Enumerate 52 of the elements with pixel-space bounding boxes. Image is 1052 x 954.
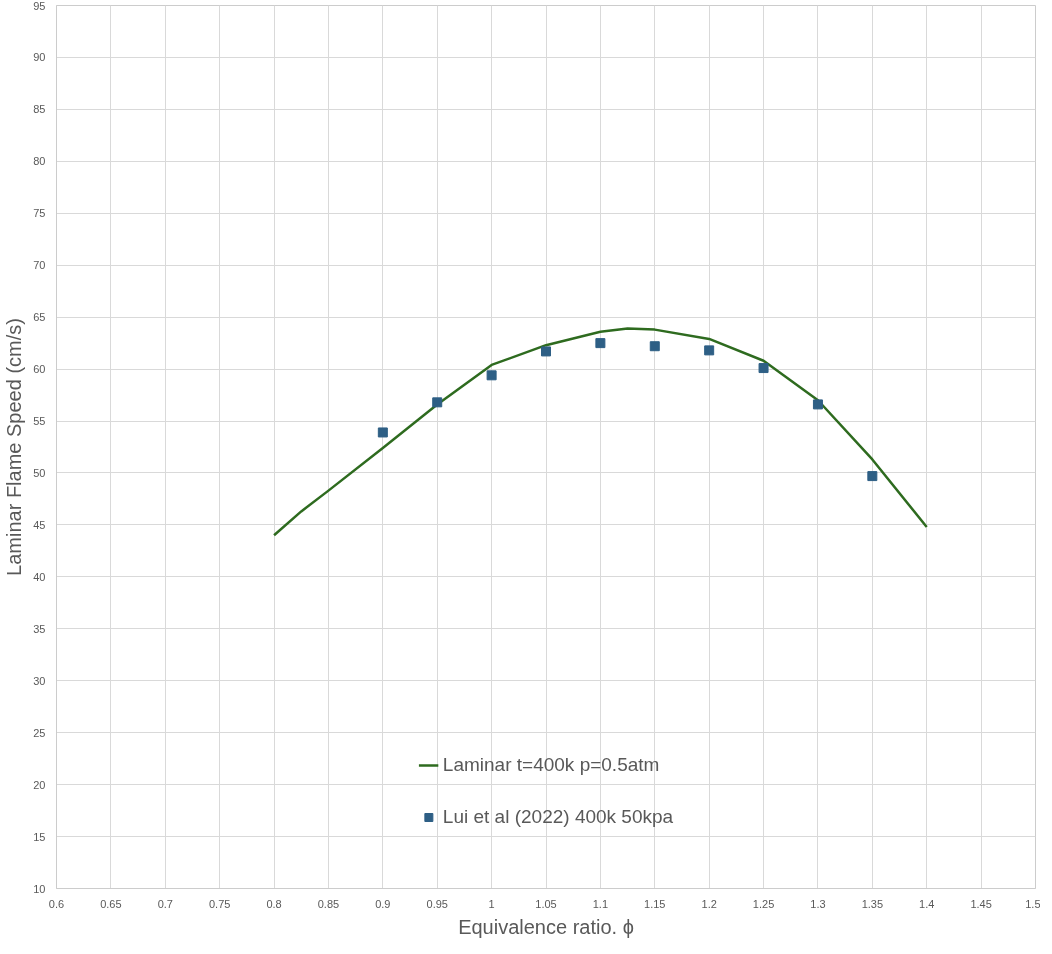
- y-tick-label: 60: [33, 363, 46, 376]
- legend-label: Lui et al (2022) 400k 50kpa: [442, 806, 674, 828]
- y-tick-label: 85: [33, 103, 46, 116]
- point: [867, 471, 878, 482]
- x-tick-label: 1.45: [970, 897, 992, 910]
- point: [595, 338, 606, 349]
- x-tick-label: 1.1: [592, 897, 609, 910]
- y-tick-label: 45: [33, 518, 46, 531]
- point: [486, 370, 497, 381]
- point: [649, 341, 660, 352]
- x-tick-label: 0.9: [375, 897, 391, 910]
- x-axis-title: Equivalence ratio. ϕ: [458, 915, 634, 938]
- point: [541, 346, 551, 357]
- x-tick-label: 1.5: [1025, 897, 1041, 910]
- y-tick-label: 35: [33, 622, 46, 635]
- x-tick-label: 0.75: [208, 897, 231, 910]
- line-series: [272, 327, 928, 537]
- y-tick-label: 75: [33, 207, 46, 220]
- legend-label: Laminar t=400k p=0.5atm: [442, 754, 660, 776]
- y-tick-label: 70: [33, 259, 46, 272]
- x-tick-label: 1: [488, 897, 495, 910]
- point: [432, 397, 443, 408]
- y-tick-label: 15: [33, 830, 46, 843]
- point: [812, 399, 823, 410]
- y-tick-label: 10: [33, 882, 46, 895]
- y-tick-label: 55: [33, 415, 46, 428]
- x-tick-label: 1.05: [535, 897, 557, 910]
- x-tick-label: 0.7: [157, 897, 173, 910]
- x-tick-label: 0.6: [48, 897, 65, 910]
- point: [758, 363, 769, 374]
- x-tick-label: 1.4: [919, 897, 935, 910]
- x-tick-label: 1.2: [701, 897, 717, 910]
- y-tick-label: 40: [33, 570, 46, 583]
- x-tick-label: 1.3: [810, 897, 826, 910]
- x-tick-label: 1.25: [752, 897, 775, 910]
- x-tick-label: 0.85: [317, 897, 340, 910]
- y-tick-label: 30: [33, 674, 46, 687]
- x-tick-label: 0.65: [100, 897, 122, 910]
- x-tick-label: 1.15: [644, 897, 666, 910]
- y-tick-label: 80: [33, 155, 46, 168]
- x-tick-label: 0.95: [426, 897, 448, 910]
- x-tick-label: 1.35: [861, 897, 884, 910]
- x-tick-label: 0.8: [266, 897, 282, 910]
- point: [704, 345, 715, 356]
- y-tick-label: 20: [33, 778, 46, 791]
- y-tick-label: 90: [33, 51, 46, 64]
- y-tick-label: 65: [33, 311, 46, 324]
- y-tick-label: 25: [33, 726, 46, 739]
- y-tick-label: 50: [33, 466, 46, 479]
- point: [377, 427, 388, 438]
- y-axis-title: Laminar Flame Speed (cm/s): [3, 318, 26, 576]
- y-tick-label: 95: [33, 0, 46, 12]
